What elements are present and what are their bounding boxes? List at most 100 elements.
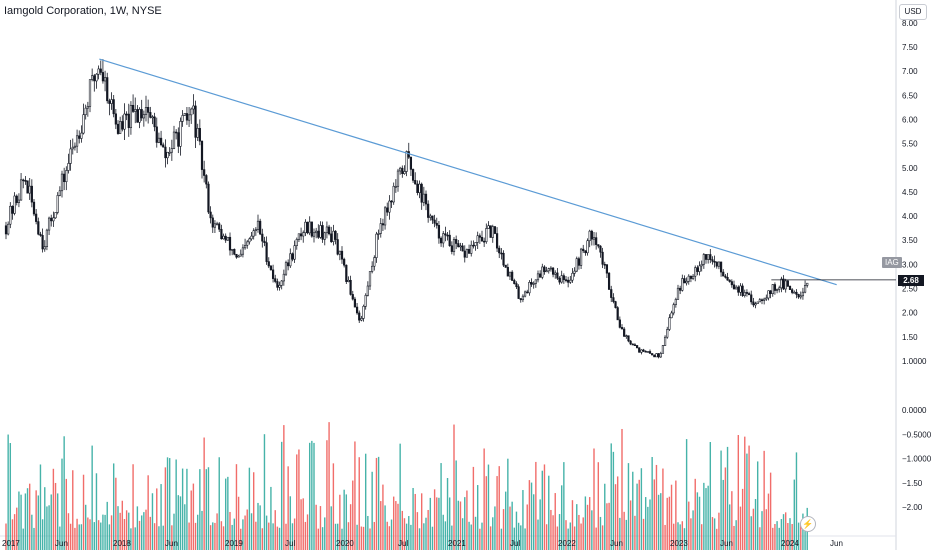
candle xyxy=(765,294,768,301)
candle xyxy=(448,230,451,247)
osc-bar xyxy=(780,519,783,550)
osc-bar xyxy=(35,490,37,550)
price-tick-label: 4.50 xyxy=(902,188,918,197)
candle xyxy=(627,335,630,343)
osc-bar xyxy=(580,523,582,550)
candle xyxy=(590,229,593,246)
candle xyxy=(203,160,206,183)
candle xyxy=(84,104,87,120)
osc-bar xyxy=(414,493,416,550)
osc-bar xyxy=(425,517,427,550)
osc-bar xyxy=(319,506,322,550)
osc-bar xyxy=(332,463,335,550)
osc-bar xyxy=(728,504,731,550)
osc-bar xyxy=(504,491,507,550)
candle xyxy=(603,261,606,269)
osc-bar xyxy=(601,525,604,550)
candle xyxy=(226,236,229,241)
candle xyxy=(588,229,591,248)
candle xyxy=(35,209,38,225)
candle xyxy=(679,285,682,295)
osc-bar xyxy=(285,523,287,550)
candle xyxy=(435,217,438,229)
candle xyxy=(213,220,217,234)
candle xyxy=(119,116,122,134)
oscillator-axis-labels: 0.0000 −0.5000 −1.0000 −1.50 −2.00 xyxy=(902,406,932,512)
candle xyxy=(319,221,322,239)
candle xyxy=(610,285,613,303)
candle xyxy=(672,302,675,316)
candle xyxy=(194,100,197,149)
candle xyxy=(661,345,665,354)
candle xyxy=(407,142,410,159)
osc-bar xyxy=(703,482,705,550)
candle xyxy=(409,156,413,176)
osc-bar xyxy=(87,517,89,550)
osc-bar xyxy=(37,495,40,550)
candle xyxy=(381,218,385,232)
osc-bar xyxy=(429,497,432,550)
lightning-icon[interactable]: ⚡ xyxy=(800,516,816,532)
osc-bar xyxy=(7,434,9,550)
osc-bar xyxy=(436,497,438,550)
osc-bar xyxy=(759,527,761,550)
candle xyxy=(13,192,16,216)
candle xyxy=(136,105,139,123)
osc-bar xyxy=(203,437,205,550)
candle xyxy=(205,174,208,189)
osc-bar xyxy=(541,470,544,550)
osc-bar xyxy=(44,487,46,550)
candle xyxy=(724,274,727,279)
osc-bar xyxy=(586,504,589,550)
osc-bar xyxy=(543,464,546,550)
osc-bar xyxy=(240,528,242,550)
candle xyxy=(422,186,425,207)
candle xyxy=(108,98,111,116)
time-tick-label: 2024 xyxy=(781,539,799,548)
candle xyxy=(43,240,46,252)
osc-bar xyxy=(664,524,666,550)
candle xyxy=(80,125,83,143)
candle xyxy=(250,231,253,241)
osc-bar xyxy=(375,457,378,550)
candle xyxy=(332,224,335,246)
candle xyxy=(246,239,249,249)
candle xyxy=(715,261,718,269)
candle xyxy=(722,269,725,277)
price-axis-labels: 8.00 7.50 7.00 6.50 6.00 5.50 5.00 4.50 4.00 3.50… xyxy=(902,19,927,366)
osc-bar xyxy=(789,518,791,550)
candle xyxy=(607,271,611,290)
candle xyxy=(58,186,61,197)
candle xyxy=(747,291,751,296)
osc-bar xyxy=(388,526,391,550)
candle xyxy=(719,261,723,277)
osc-bar xyxy=(515,511,518,550)
osc-bar xyxy=(776,521,778,550)
candle xyxy=(476,231,479,250)
osc-bar xyxy=(666,497,668,550)
osc-bar xyxy=(54,482,57,550)
osc-bar xyxy=(795,452,798,550)
osc-bar xyxy=(675,480,677,550)
candle xyxy=(592,231,596,246)
osc-bar xyxy=(595,527,597,550)
time-tick-label: 2017 xyxy=(2,539,20,548)
candle xyxy=(47,216,51,236)
candle xyxy=(149,106,152,119)
candle xyxy=(353,296,357,308)
osc-bar xyxy=(341,528,343,550)
osc-bar xyxy=(153,523,156,550)
candle xyxy=(571,268,574,283)
candle xyxy=(745,289,749,297)
osc-bar xyxy=(571,500,574,550)
osc-bar xyxy=(403,518,406,550)
osc-bar xyxy=(647,506,649,550)
osc-bar xyxy=(100,522,102,550)
osc-bar xyxy=(700,524,703,550)
osc-bar xyxy=(304,521,307,550)
drawing-tools[interactable] xyxy=(99,58,896,286)
osc-bar xyxy=(233,518,236,550)
osc-bar xyxy=(513,527,516,550)
currency-button[interactable]: USD xyxy=(899,4,927,20)
